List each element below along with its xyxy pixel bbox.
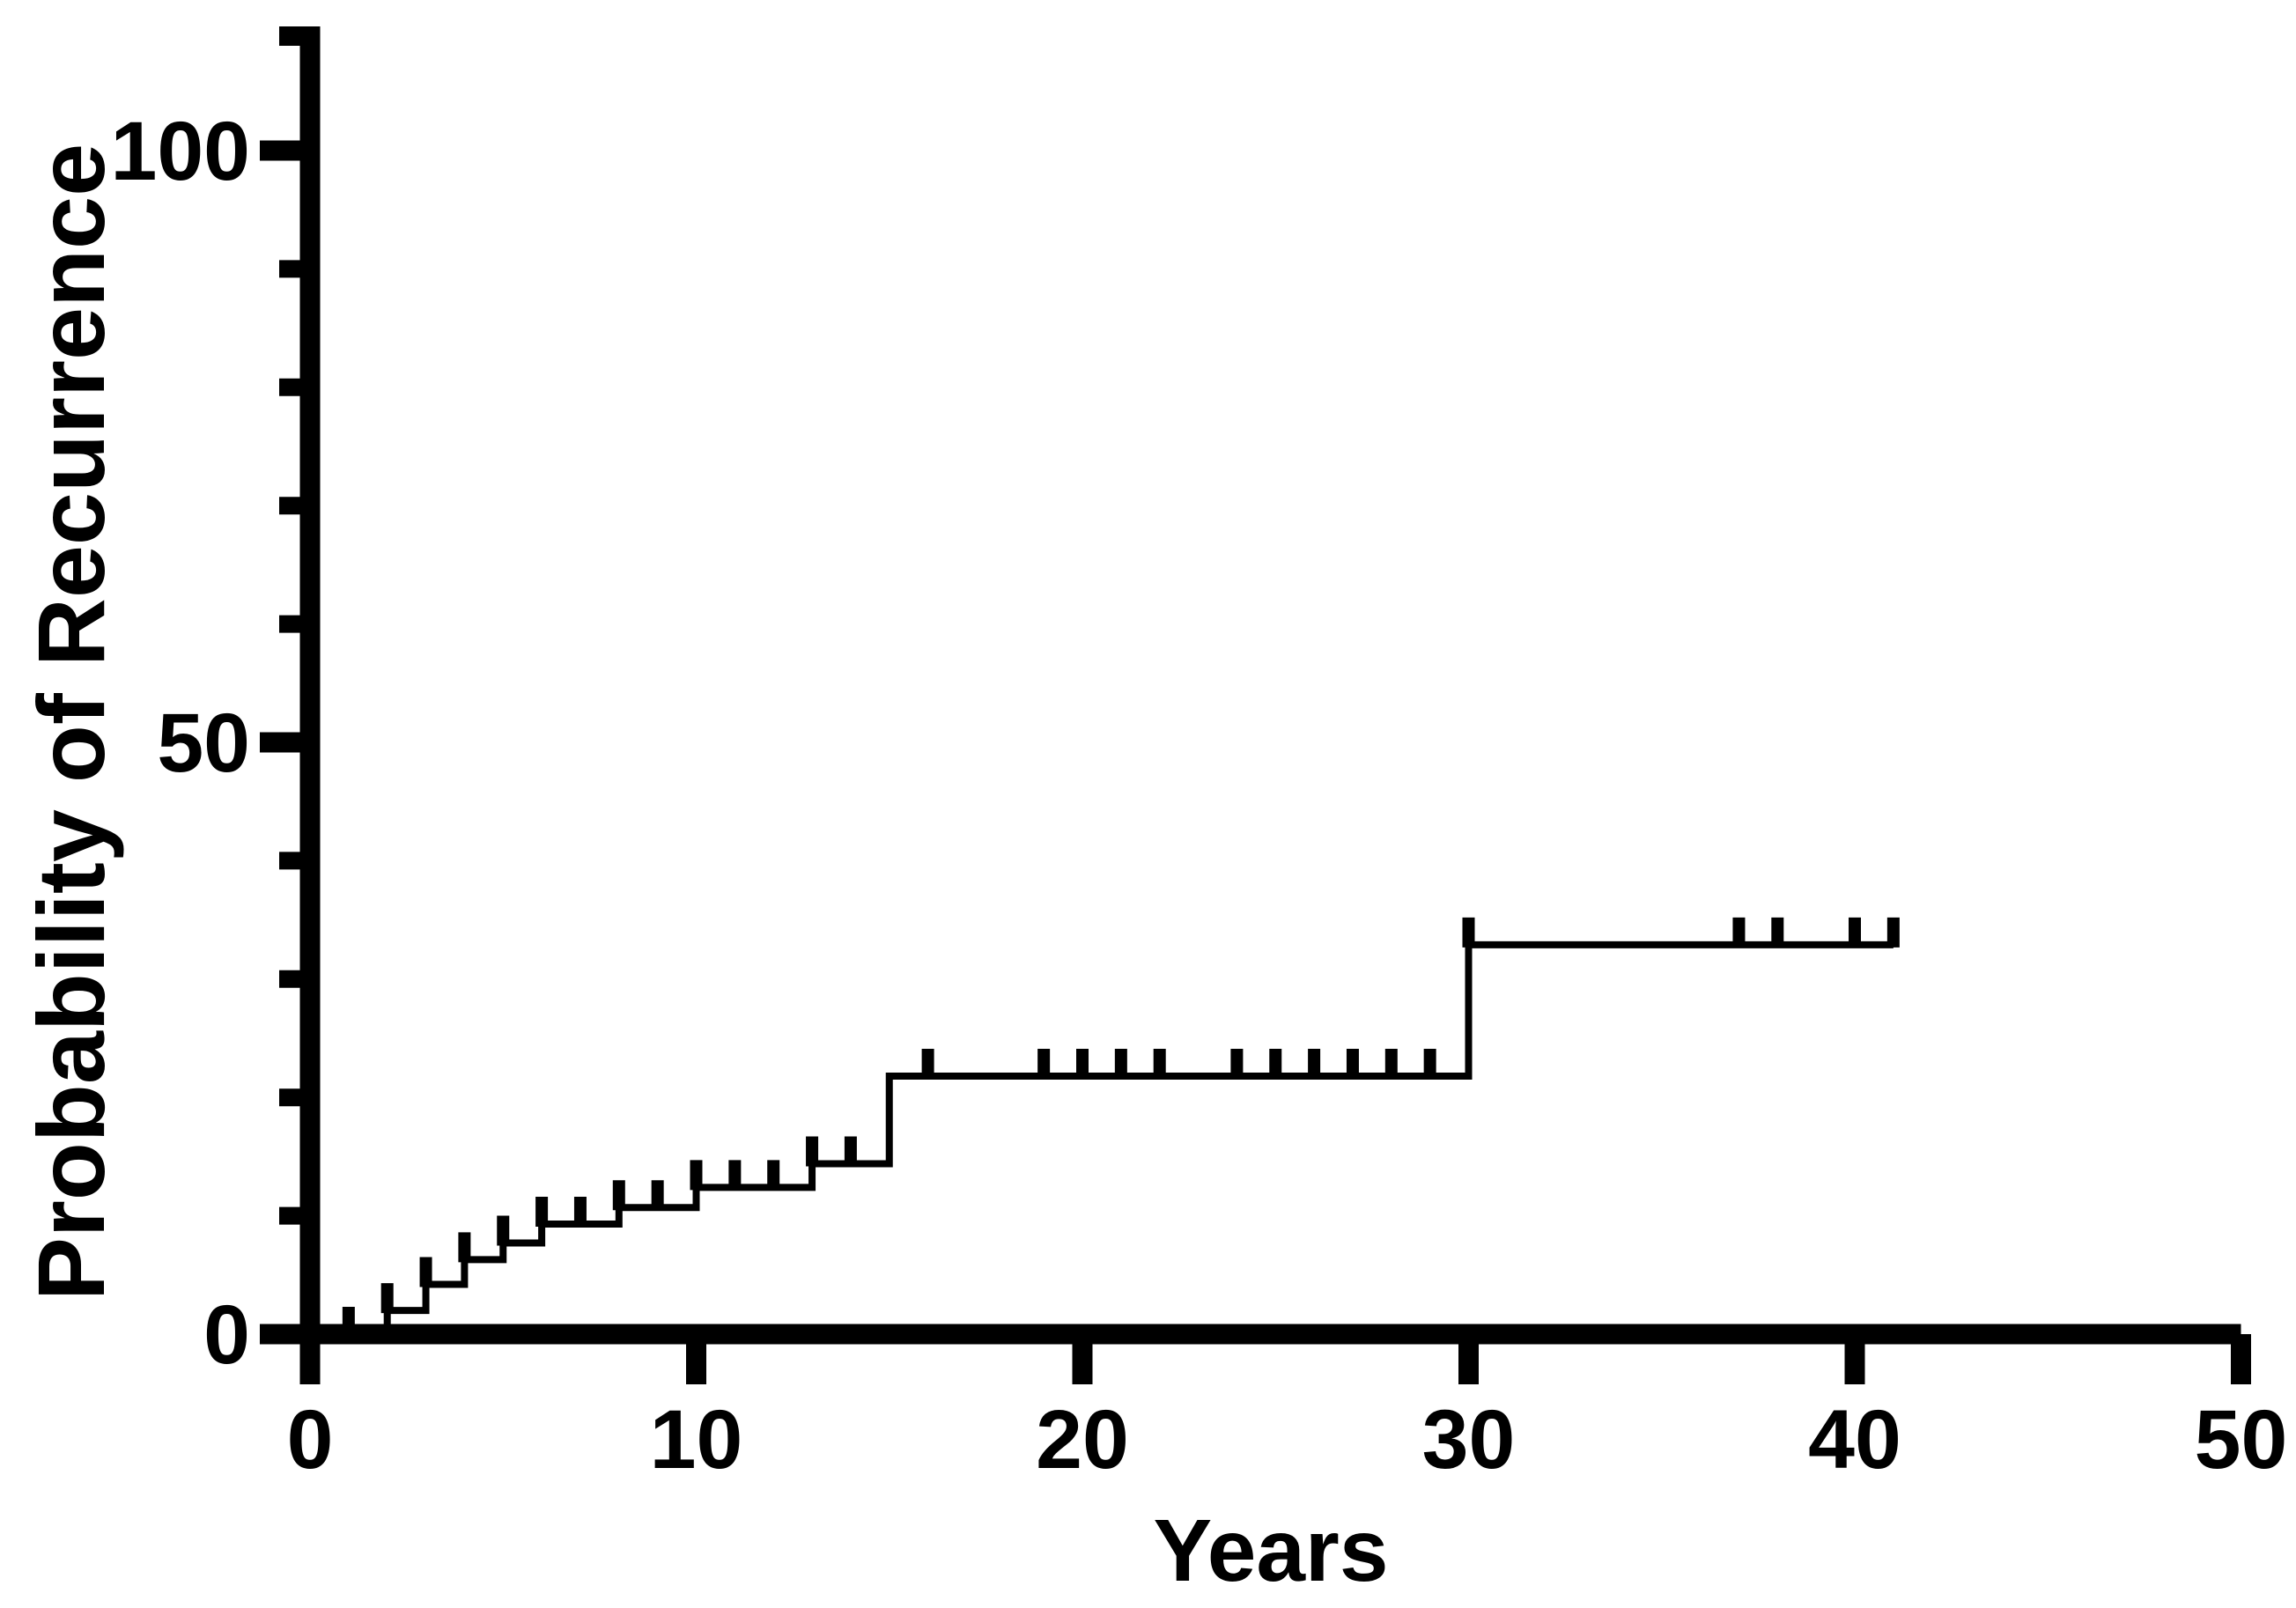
y-tick-label-100: 100 <box>110 105 250 198</box>
y-tick-label-0: 0 <box>203 1288 250 1382</box>
x-tick-label-40: 40 <box>1808 1393 1901 1486</box>
x-tick-label-30: 30 <box>1422 1393 1516 1486</box>
x-axis-title: Years <box>1154 1501 1389 1600</box>
x-tick-label-50: 50 <box>2195 1393 2288 1486</box>
x-tick-label-0: 0 <box>287 1393 334 1486</box>
axes <box>260 26 2251 1384</box>
recurrence-curve-group <box>310 917 1900 1338</box>
x-tick-label-20: 20 <box>1036 1393 1129 1486</box>
y-axis-title: Probability of Recurrence <box>18 144 124 1301</box>
tick-labels: 0 10 20 30 40 50 0 50 100 <box>110 105 2287 1486</box>
km-step-curve <box>310 940 1894 1338</box>
y-tick-label-50: 50 <box>157 697 250 790</box>
x-tick-label-10: 10 <box>650 1393 743 1486</box>
